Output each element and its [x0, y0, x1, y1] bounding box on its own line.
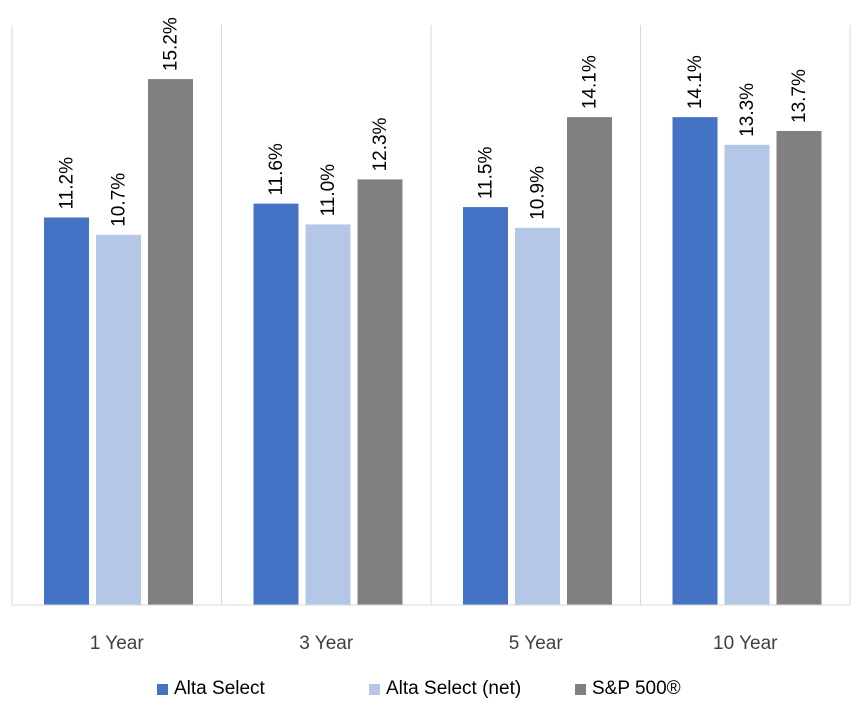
data-label: 14.1% [580, 55, 601, 109]
bars-group [44, 79, 822, 606]
data-label: 15.2% [161, 17, 182, 71]
category-separators [11, 25, 851, 605]
data-label: 11.6% [266, 143, 287, 196]
bar [44, 217, 89, 606]
x-tick-label: 5 Year [509, 633, 564, 654]
bar [357, 179, 403, 606]
data-label: 12.3% [370, 117, 391, 171]
legend-item: S&P 500® [575, 675, 681, 703]
legend-label: S&P 500® [592, 678, 681, 699]
legend: Alta Select Alta Select (net) S&P 500® [0, 675, 861, 703]
legend-item: Alta Select (net) [369, 675, 521, 703]
data-label: 11.2% [57, 157, 78, 210]
x-tick-label: 1 Year [90, 633, 145, 654]
data-label: 10.9% [528, 166, 549, 220]
data-label: 13.3% [737, 83, 758, 137]
bar [776, 130, 822, 606]
bar-chart: 11.2% 10.7% 15.2% 11.6% 11.0% 12.3% 11.5% 10.9%… [11, 17, 851, 654]
data-label: 11.5% [476, 147, 497, 200]
data-label: 14.1% [685, 55, 706, 109]
data-label: 10.7% [109, 173, 130, 227]
bar [724, 144, 770, 605]
legend-swatch [157, 683, 168, 695]
bar [96, 234, 141, 605]
bar [515, 227, 560, 606]
data-label: 11.0% [318, 164, 339, 217]
bar [567, 117, 612, 605]
x-tick-label: 3 Year [299, 633, 354, 654]
legend-swatch [369, 683, 380, 695]
legend-label: Alta Select [174, 678, 265, 699]
legend-swatch [575, 683, 586, 695]
x-axis-tick-labels: 1 Year 3 Year 5 Year 10 Year [90, 633, 778, 654]
data-labels-group: 11.2% 10.7% 15.2% 11.6% 11.0% 12.3% 11.5% 10.9%… [57, 17, 811, 227]
data-label: 13.7% [789, 69, 810, 123]
bar [305, 224, 351, 605]
x-tick-label: 10 Year [713, 633, 778, 654]
legend-label: Alta Select (net) [386, 678, 522, 699]
legend-item: Alta Select [157, 675, 265, 703]
bar [253, 203, 299, 605]
bar [463, 207, 508, 605]
bar [672, 117, 718, 605]
bar [148, 79, 193, 605]
